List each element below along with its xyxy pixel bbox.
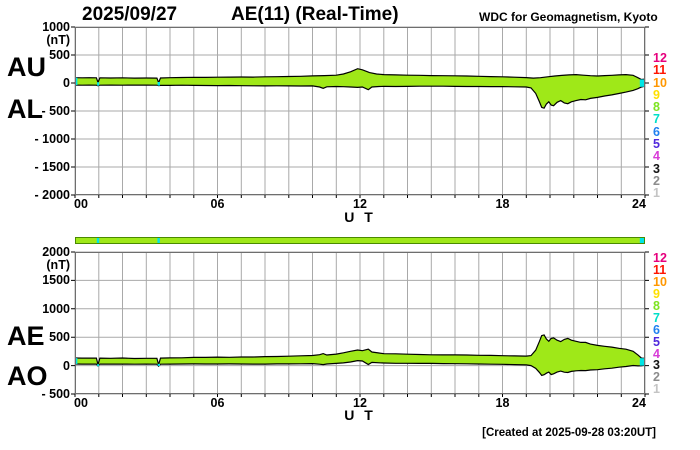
station-count-1: 1: [653, 186, 660, 201]
data-gap-marker: [639, 358, 645, 366]
x-tick-label: 00: [74, 396, 88, 410]
AU / AL-plot-svg: [71, 26, 649, 198]
ae-axis-label: AE: [7, 321, 45, 351]
axis-ticks: [71, 251, 649, 397]
plot-frame: [75, 27, 645, 195]
y-tick-label: - 500: [41, 104, 71, 118]
availability-gap-marker: [157, 238, 160, 243]
ao-axis-label: AO: [7, 361, 48, 391]
au-axis-label: AU: [7, 52, 46, 82]
station-count-5: 5: [653, 334, 660, 349]
station-count-3: 3: [653, 161, 660, 176]
station-count-11: 11: [653, 262, 667, 277]
y-tick-label: 1000: [42, 301, 70, 316]
station-count-8: 8: [653, 100, 660, 115]
x-tick-label: 00: [74, 197, 88, 211]
station-count-5: 5: [653, 137, 660, 152]
au-al-chart-panel: 1000 500 0 - 500 - 1000 - 1500 - 2000 (nT) 00 06 1…: [35, 20, 649, 211]
y-tick-label: 500: [49, 330, 70, 345]
station-count-7: 7: [653, 112, 660, 127]
x-tick-label: 24: [632, 197, 646, 211]
y-tick-label: 500: [49, 48, 70, 62]
station-count-12: 12: [653, 251, 667, 265]
axis-ticks: [71, 26, 649, 198]
plot-date: 2025/09/27: [82, 4, 178, 25]
x-tick-label: 06: [210, 396, 225, 410]
data-gap-marker: [157, 363, 160, 366]
station-count-10: 10: [653, 75, 667, 90]
y-tick-label: 1500: [42, 273, 70, 288]
station-count-8: 8: [653, 298, 660, 313]
station-count-3: 3: [653, 358, 660, 373]
data-gap-marker: [157, 82, 160, 86]
y-tick-label: - 500: [41, 387, 71, 401]
data-availability-bar: [75, 231, 645, 244]
y-axis-unit-label: (nT): [46, 258, 70, 272]
y-tick-label: 0: [63, 358, 70, 373]
availability-bar-fill: [75, 237, 645, 244]
ut-axis-label-top: U T: [344, 209, 376, 225]
station-count-2: 2: [653, 370, 660, 385]
ut-axis-label-bottom: U T: [344, 407, 376, 423]
AU / AL-area-fill: [75, 68, 645, 109]
grid-lines: [74, 26, 646, 196]
station-count-4: 4: [653, 346, 660, 361]
station-count-2: 2: [653, 173, 660, 188]
AE / AO-area-fill: [75, 334, 645, 376]
station-count-1: 1: [653, 382, 660, 397]
grid-lines: [74, 251, 646, 395]
x-tick-label: 18: [495, 396, 510, 410]
AE-line: [74, 334, 646, 367]
y-tick-label: 0: [63, 76, 70, 90]
data-gap-marker: [97, 364, 100, 367]
station-count-11: 11: [653, 63, 667, 78]
station-count-9: 9: [653, 286, 660, 301]
y-axis-unit-label: (nT): [46, 33, 70, 47]
AO-line: [74, 359, 646, 377]
availability-bar-svg: [75, 237, 645, 244]
x-tick-label: 12: [353, 396, 367, 410]
station-count-7: 7: [653, 310, 660, 325]
y-tick-label: - 1500: [34, 160, 70, 174]
created-timestamp: [Created at 2025-09-28 03:20UT]: [482, 427, 656, 439]
station-count-12: 12: [653, 51, 667, 65]
station-count-9: 9: [653, 87, 660, 102]
x-tick-label: 06: [210, 197, 225, 211]
station-count-4: 4: [653, 149, 660, 164]
y-tick-label: 2000: [42, 245, 70, 259]
station-count-scale-top: 12 11 10 9 8 7 6 5 4 3 2 1: [653, 52, 667, 200]
AL-line: [74, 84, 646, 109]
x-tick-label: 12: [353, 197, 367, 211]
x-tick-label: 18: [495, 197, 510, 211]
AE / AO-plot-svg: [71, 251, 649, 397]
data-gap-marker: [639, 79, 645, 87]
data-gap-marker: [75, 358, 78, 365]
station-count-10: 10: [653, 274, 667, 289]
al-axis-label: AL: [7, 94, 43, 124]
availability-gap-marker: [96, 238, 100, 243]
plot-title: AE(11) (Real-Time): [231, 4, 399, 25]
plot-frame: [75, 252, 645, 394]
ae-ao-chart-panel: 2000 1500 1000 500 0 - 500 (nT) 00 06 12 18 24: [42, 245, 649, 410]
y-tick-label: - 2000: [34, 188, 70, 202]
station-count-6: 6: [653, 124, 660, 139]
station-count-scale-bottom: 12 11 10 9 8 7 6 5 4 3 2 1: [653, 251, 667, 397]
data-gap-marker: [75, 77, 78, 86]
y-tick-label: 1000: [42, 20, 70, 34]
AU-line: [74, 68, 646, 85]
station-count-6: 6: [653, 322, 660, 337]
y-tick-label: - 1000: [34, 132, 70, 146]
data-gap-marker: [97, 82, 100, 86]
availability-end-marker: [639, 238, 644, 243]
data-source-label: WDC for Geomagnetism, Kyoto: [479, 10, 658, 24]
x-tick-label: 24: [632, 396, 646, 410]
